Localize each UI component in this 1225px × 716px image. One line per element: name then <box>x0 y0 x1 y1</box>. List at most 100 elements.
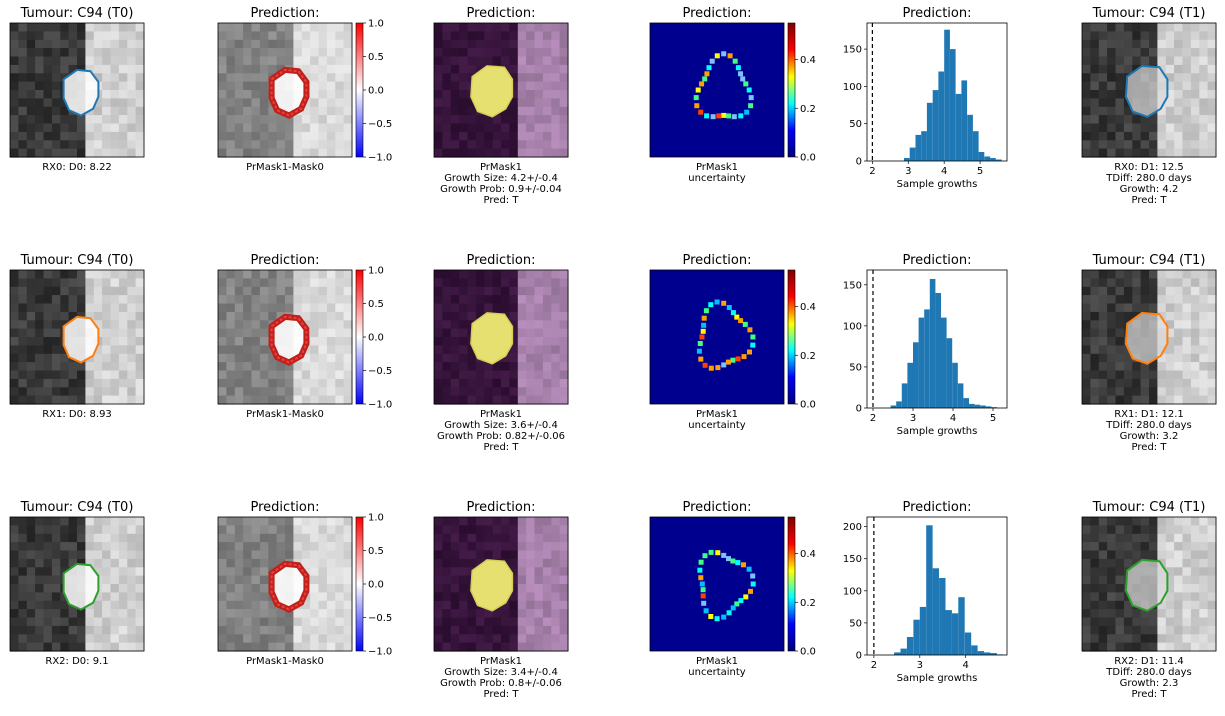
caption-line: TDiff: 280.0 days <box>1105 173 1191 184</box>
caption-line: Growth Size: 3.6+/-0.4 <box>444 420 558 431</box>
caption-line: uncertainty <box>688 420 746 431</box>
colorbar-tick-label: 0.0 <box>800 647 816 658</box>
uncertainty-pixel <box>698 559 704 565</box>
y-tick-label: 50 <box>849 618 862 629</box>
histogram-bar <box>985 406 992 408</box>
colorbar-tick-label: 0.0 <box>368 333 384 344</box>
hist-title: Prediction: <box>903 253 972 268</box>
tumour-contour-t0 <box>62 315 100 364</box>
diff-ring <box>268 560 310 613</box>
histogram-2: 2 3 4 0 50 100 150 200 Sample growths <box>843 516 1008 684</box>
figure-row-2: Tumour: C94 (T0) RX2: D0: 9.1 Prediction: P… <box>9 500 1217 700</box>
image-frame <box>9 269 145 405</box>
uncertainty-pixel <box>738 598 744 604</box>
uncertainty-pixel <box>734 601 740 607</box>
histogram-bar <box>935 293 941 408</box>
unc-title: Prediction: <box>683 500 752 515</box>
uncertainty-pixel <box>743 81 749 87</box>
caption-line: Growth Prob: 0.8+/-0.06 <box>440 678 562 689</box>
colorbar-tick-label: −0.5 <box>368 119 392 130</box>
histogram-bar <box>977 651 984 655</box>
predicted-mask <box>470 65 514 118</box>
x-tick-label: 3 <box>910 413 916 424</box>
colorbar-tick-label: 1.0 <box>368 19 384 30</box>
caption-line: Growth Prob: 0.82+/-0.06 <box>437 431 565 442</box>
colorbar-tick-label: 0.4 <box>800 55 816 66</box>
histogram-bar <box>955 93 962 161</box>
histogram-bar <box>944 29 950 162</box>
image-frame <box>1081 269 1217 405</box>
y-tick-label: 50 <box>849 362 862 373</box>
caption-line: PrMask1 <box>696 409 738 420</box>
histogram-bar <box>919 606 927 655</box>
image-frame <box>1081 516 1217 652</box>
caption-line: RX0: D0: 8.22 <box>42 162 112 173</box>
caption-line: Growth Prob: 0.9+/-0.04 <box>440 184 562 195</box>
caption-line: RX2: D0: 9.1 <box>45 656 108 667</box>
histogram-bar <box>918 317 925 408</box>
tumour-contour-t1 <box>1124 558 1169 612</box>
caption-line: RX2: D1: 11.4 <box>1114 656 1184 667</box>
uncertainty-pixel <box>698 109 704 115</box>
uncertainty-pixel <box>715 365 721 371</box>
histogram-bar <box>952 362 958 408</box>
uncertainty-pixel <box>746 566 752 572</box>
colorbar-tick-label: −0.5 <box>368 366 392 377</box>
uncertainty-pixel <box>731 114 737 120</box>
t1-title: Tumour: C94 (T1) <box>1092 6 1206 21</box>
predicted-mask <box>470 559 514 612</box>
uncertainty-pixel <box>714 53 720 59</box>
uncertainty-pixel <box>735 65 741 71</box>
histogram-bar <box>894 652 901 655</box>
uncertainty-pixel <box>708 365 714 371</box>
caption-line: Pred: T <box>1132 689 1168 700</box>
uncertainty-pixel <box>721 614 727 620</box>
uncertainty-pixel <box>748 103 754 109</box>
uncertainty-pixel <box>744 109 750 115</box>
uncertainty-pixel <box>714 299 720 305</box>
caption-line: Growth: 4.2 <box>1120 184 1179 195</box>
uncertainty-pixel <box>708 614 714 619</box>
colorbar-tick-label: 0.5 <box>368 546 384 557</box>
uncertainty-pixel <box>747 349 752 355</box>
histogram-bar <box>967 114 973 161</box>
uncertainty-pixel <box>706 65 712 71</box>
caption-line: Growth Size: 3.4+/-0.4 <box>444 667 558 678</box>
diff-title: Prediction: <box>251 6 320 21</box>
uncertainty-pixel <box>748 95 754 101</box>
colorbar-tick-label: 0.2 <box>800 598 816 609</box>
uncertainty-pixel <box>701 322 707 328</box>
y-tick-label: 100 <box>843 586 862 597</box>
uncertainty-pixel <box>701 315 707 321</box>
uncertainty-pixel <box>734 314 740 320</box>
uncertainty-pixel <box>730 558 736 564</box>
colorbar-tick-label: 0.2 <box>800 351 816 362</box>
uncertainty-pixel <box>743 594 749 600</box>
uncertainty-pixel <box>750 581 756 587</box>
uncertainty-map <box>649 516 785 652</box>
colorbar-tick-label: 0.5 <box>368 299 384 310</box>
y-tick-label: 200 <box>843 522 862 533</box>
histogram-bar <box>904 158 910 161</box>
histogram-bar <box>929 279 936 408</box>
colorbar-tick-label: 0.4 <box>800 549 816 560</box>
hist-title: Prediction: <box>903 6 972 21</box>
image-frame <box>1081 22 1217 158</box>
y-tick-label: 0 <box>856 157 862 168</box>
uncertainty-colorbar <box>787 269 796 405</box>
caption-line: TDiff: 280.0 days <box>1105 667 1191 678</box>
uncertainty-pixel <box>750 334 756 340</box>
caption-line: PrMask1-Mask0 <box>246 409 324 420</box>
x-tick-label: 2 <box>871 660 877 671</box>
histogram-bar <box>969 403 975 408</box>
uncertainty-pixel <box>702 362 708 368</box>
uncertainty-pixel <box>709 58 715 64</box>
uncertainty-pixel <box>721 112 727 118</box>
histogram-bar <box>932 90 939 161</box>
uncertainty-pixel <box>732 58 738 64</box>
uncertainty-pixel <box>730 605 736 611</box>
image-frame <box>433 269 569 405</box>
uncertainty-map <box>649 22 785 158</box>
